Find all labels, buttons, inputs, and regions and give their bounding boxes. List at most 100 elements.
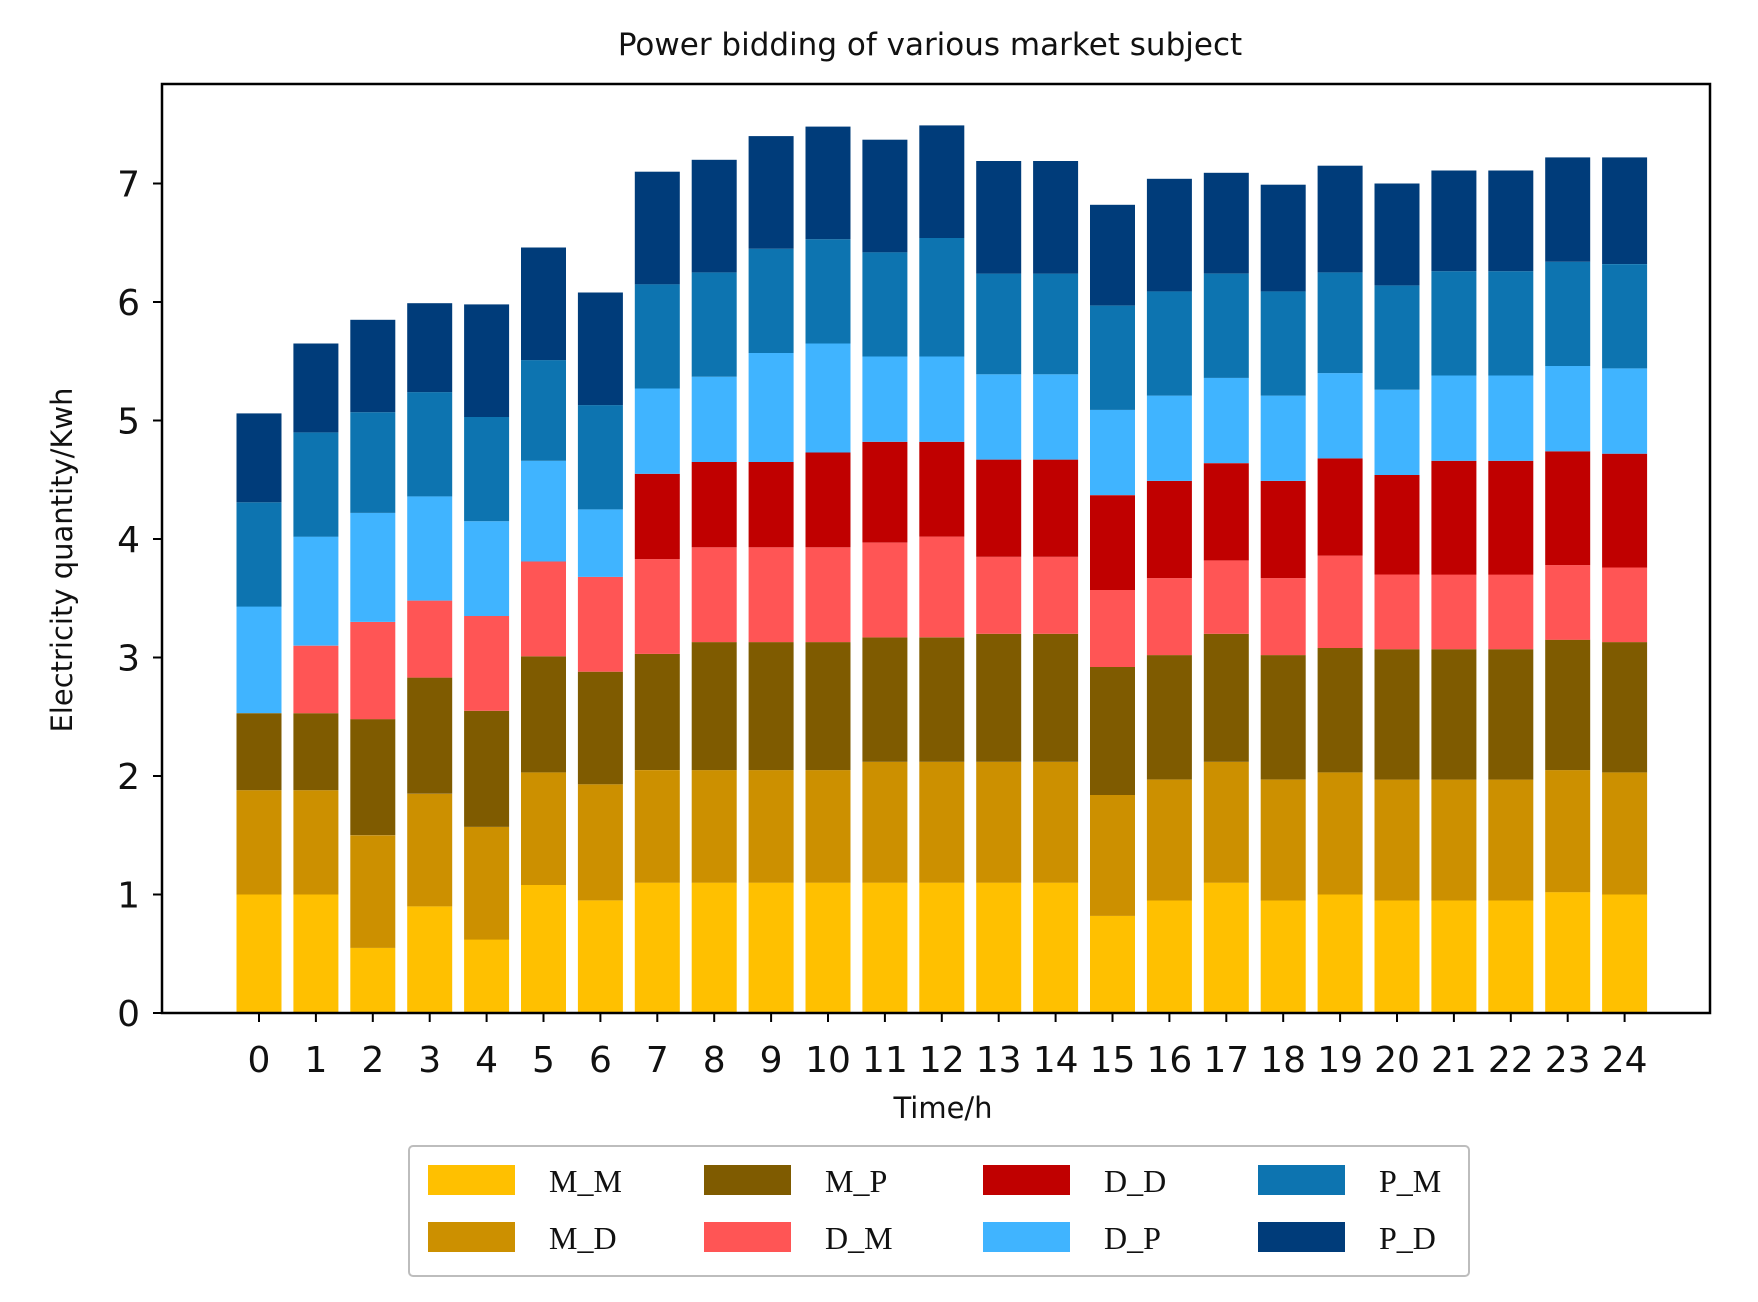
x-axis: 0 1 2 3 4 5 6 7 8 9 10 11 12 13 14 15 16 17 18 19 20 21 22 23 24 xyxy=(248,1013,1648,1081)
bar-segment-P_M-15 xyxy=(1090,305,1135,410)
bar-segment-D_P-19 xyxy=(1317,373,1363,459)
bar-segment-M_D-20 xyxy=(1374,779,1420,901)
bar-segment-D_D-9 xyxy=(748,462,794,548)
bar-segment-D_M-23 xyxy=(1545,565,1591,640)
y-tick-label: 0 xyxy=(117,994,140,1035)
bar-segment-D_M-5 xyxy=(521,561,566,657)
bar-segment-M_M-21 xyxy=(1431,900,1477,1013)
bar-segment-P_M-1 xyxy=(293,432,339,537)
x-tick-label: 1 xyxy=(304,1040,327,1081)
x-tick-label: 4 xyxy=(475,1040,498,1081)
y-tick-label: 4 xyxy=(117,520,140,561)
bar-segment-P_M-13 xyxy=(976,273,1022,375)
bar-segment-M_D-10 xyxy=(805,770,851,883)
y-axis-label: Electricity quantity/Kwh xyxy=(45,387,79,732)
bar-segment-P_D-14 xyxy=(1033,161,1079,274)
bar-segment-D_M-17 xyxy=(1203,560,1249,634)
bar-segment-D_P-11 xyxy=(862,356,908,442)
legend-swatch-D_M xyxy=(704,1222,791,1252)
bar-segment-D_P-17 xyxy=(1203,377,1249,464)
bar-segment-M_M-19 xyxy=(1317,894,1363,1013)
bar-segment-M_M-4 xyxy=(464,939,510,1013)
bar-segment-M_P-22 xyxy=(1488,649,1534,780)
legend-label-M_D: M_D xyxy=(549,1220,617,1256)
bar-segment-D_P-12 xyxy=(919,356,965,442)
bar-segment-P_D-4 xyxy=(464,304,510,417)
bar-segment-P_M-17 xyxy=(1203,273,1249,378)
x-tick-label: 11 xyxy=(862,1040,908,1081)
x-tick-label: 5 xyxy=(532,1040,555,1081)
bar-segment-P_D-18 xyxy=(1260,184,1306,292)
bar-segment-M_P-13 xyxy=(976,633,1022,762)
bar-segment-M_D-24 xyxy=(1602,772,1648,895)
bar-segment-M_D-9 xyxy=(748,770,794,883)
bar-segment-M_D-0 xyxy=(236,790,282,895)
x-tick-label: 23 xyxy=(1545,1040,1591,1081)
y-tick-label: 5 xyxy=(117,402,140,443)
bar-segment-M_M-24 xyxy=(1602,894,1648,1013)
bar-segment-M_M-6 xyxy=(577,900,623,1013)
bar-segment-M_P-3 xyxy=(407,677,453,794)
bar-segment-M_D-15 xyxy=(1090,795,1135,916)
x-tick-label: 13 xyxy=(976,1040,1022,1081)
bar-segment-M_D-18 xyxy=(1260,779,1306,901)
x-tick-label: 6 xyxy=(589,1040,612,1081)
bar-segment-P_M-4 xyxy=(464,416,510,522)
bar-segment-M_M-7 xyxy=(634,882,680,1013)
bar-segment-M_P-8 xyxy=(691,642,737,771)
bar-segment-M_P-12 xyxy=(919,637,965,762)
bar-segment-M_D-19 xyxy=(1317,772,1363,895)
y-tick-label: 7 xyxy=(117,165,140,206)
bar-segment-P_D-9 xyxy=(748,136,794,249)
bar-segment-D_D-7 xyxy=(634,473,680,560)
bar-segment-P_M-11 xyxy=(862,252,908,357)
bar-segment-D_P-5 xyxy=(521,460,566,562)
bar-segment-M_P-5 xyxy=(521,656,566,773)
bar-segment-M_P-1 xyxy=(293,713,339,791)
bar-segment-D_M-3 xyxy=(407,600,453,678)
bar-segment-D_P-13 xyxy=(976,374,1022,460)
bar-segment-P_M-16 xyxy=(1146,291,1192,396)
legend-swatch-M_M xyxy=(428,1165,515,1195)
bar-segment-P_D-24 xyxy=(1602,157,1648,264)
legend-label-M_M: M_M xyxy=(549,1163,622,1199)
x-tick-label: 20 xyxy=(1374,1040,1420,1081)
x-tick-label: 7 xyxy=(646,1040,669,1081)
bar-segment-M_M-16 xyxy=(1146,900,1192,1013)
legend-swatch-P_D xyxy=(1258,1222,1345,1252)
bar-segment-M_D-13 xyxy=(976,761,1022,883)
bar-segment-D_M-10 xyxy=(805,547,851,643)
bar-segment-M_D-7 xyxy=(634,770,680,883)
bar-segment-P_D-17 xyxy=(1203,172,1249,274)
bar-segment-M_D-2 xyxy=(350,835,396,948)
legend-label-D_M: D_M xyxy=(825,1220,893,1256)
bar-segment-M_M-18 xyxy=(1260,900,1306,1013)
x-tick-label: 21 xyxy=(1431,1040,1477,1081)
legend-swatch-M_D xyxy=(428,1222,515,1252)
bar-segment-D_M-24 xyxy=(1602,567,1648,643)
bar-segment-D_D-13 xyxy=(976,459,1022,557)
bar-segment-M_D-5 xyxy=(521,772,566,885)
bar-segment-D_D-24 xyxy=(1602,453,1648,568)
bar-segment-M_D-4 xyxy=(464,827,510,940)
bar-segment-P_M-22 xyxy=(1488,271,1534,376)
bar-segment-D_M-11 xyxy=(862,542,908,638)
bar-segment-M_D-1 xyxy=(293,790,339,895)
bar-segment-D_M-14 xyxy=(1033,556,1079,634)
y-tick-label: 3 xyxy=(117,639,140,680)
bar-segment-D_P-4 xyxy=(464,521,510,616)
bar-segment-M_D-8 xyxy=(691,770,737,883)
bar-segment-P_M-9 xyxy=(748,248,794,353)
bar-segment-P_M-2 xyxy=(350,412,396,513)
bar-segment-P_D-7 xyxy=(634,171,680,285)
bar-segment-D_D-16 xyxy=(1146,480,1192,579)
bar-segment-D_P-6 xyxy=(577,509,623,577)
y-tick-label: 2 xyxy=(117,757,140,798)
legend-swatch-M_P xyxy=(704,1165,791,1195)
bar-segment-M_M-13 xyxy=(976,882,1022,1013)
legend-label-D_P: D_P xyxy=(1104,1220,1161,1256)
legend-frame xyxy=(408,1145,1470,1277)
bar-segment-M_P-6 xyxy=(577,671,623,785)
bar-segment-M_D-16 xyxy=(1146,779,1192,901)
